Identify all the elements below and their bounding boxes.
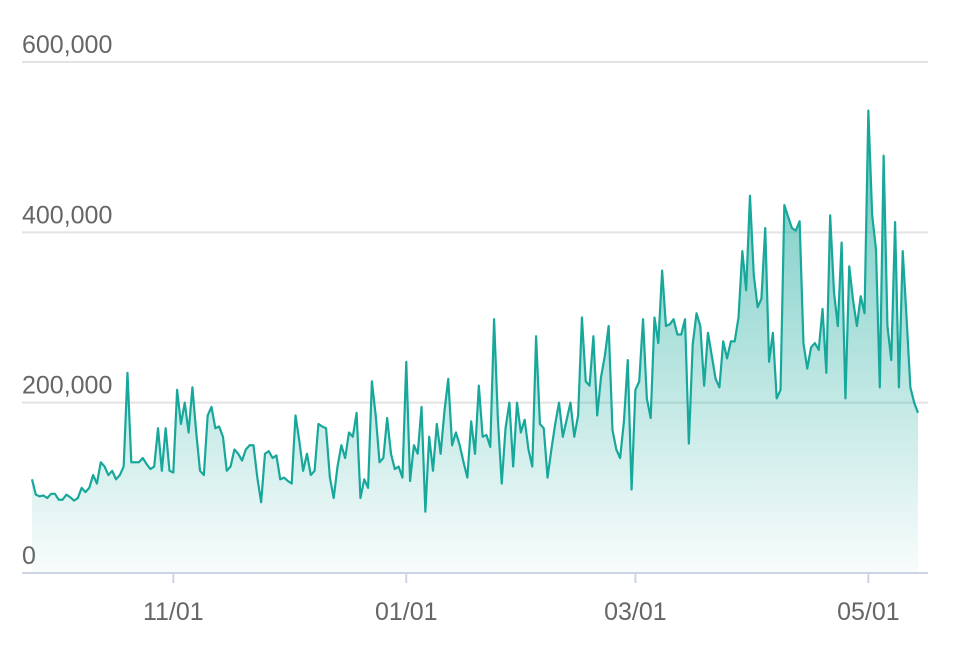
x-tick-label: 11/01	[143, 598, 204, 626]
area	[32, 110, 918, 573]
x-tick-label: 05/01	[837, 598, 900, 626]
y-tick-label: 600,000	[22, 31, 112, 59]
x-tick-label: 03/01	[604, 598, 667, 626]
line	[30, 109, 920, 513]
y-tick-label: 200,000	[22, 372, 112, 400]
x-tick-label: 01/01	[375, 598, 438, 626]
y-tick-label: 400,000	[22, 201, 112, 229]
